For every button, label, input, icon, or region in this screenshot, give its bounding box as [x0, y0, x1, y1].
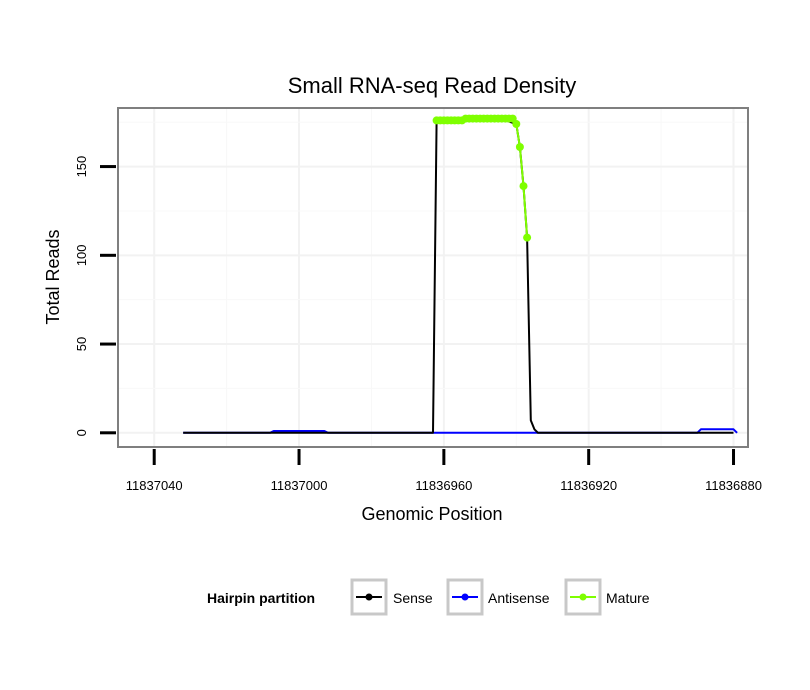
- data-point-mature: [523, 233, 532, 242]
- x-tick-label: 11836920: [560, 478, 617, 493]
- legend-point-mature: [579, 593, 587, 601]
- axes: 11837040 11837000 11836960 11836920 11836880…: [74, 107, 762, 493]
- data-point-mature: [519, 182, 528, 191]
- legend: Hairpin partition Sense Antisense Mature: [207, 578, 650, 616]
- data-point-mature: [515, 143, 524, 151]
- series-line-mature: [436, 117, 529, 238]
- legend-label-mature: Mature: [606, 590, 650, 606]
- data-series: [183, 114, 738, 434]
- x-tick-label: 11837000: [271, 478, 328, 493]
- legend-item-sense: Sense: [350, 578, 433, 616]
- legend-label-sense: Sense: [393, 590, 433, 606]
- legend-label-antisense: Antisense: [488, 590, 550, 606]
- x-axis-title: Genomic Position: [361, 504, 502, 524]
- data-point-mature: [512, 120, 521, 128]
- chart-title: Small RNA-seq Read Density: [288, 73, 577, 98]
- legend-item-mature: Mature: [564, 578, 650, 616]
- x-tick-label: 11836880: [705, 478, 762, 493]
- y-tick-label: 150: [74, 156, 89, 178]
- y-tick-label: 50: [74, 337, 89, 351]
- legend-point-sense: [365, 593, 373, 601]
- y-tick-label: 100: [74, 244, 89, 266]
- legend-item-antisense: Antisense: [446, 578, 550, 616]
- legend-point-antisense: [461, 593, 469, 601]
- x-tick-label: 11836960: [415, 478, 472, 493]
- y-tick-label: 0: [74, 429, 89, 436]
- legend-title: Hairpin partition: [207, 590, 315, 606]
- panel-border: [117, 107, 749, 448]
- x-tick-label: 11837040: [126, 478, 183, 493]
- y-axis-title: Total Reads: [43, 229, 63, 324]
